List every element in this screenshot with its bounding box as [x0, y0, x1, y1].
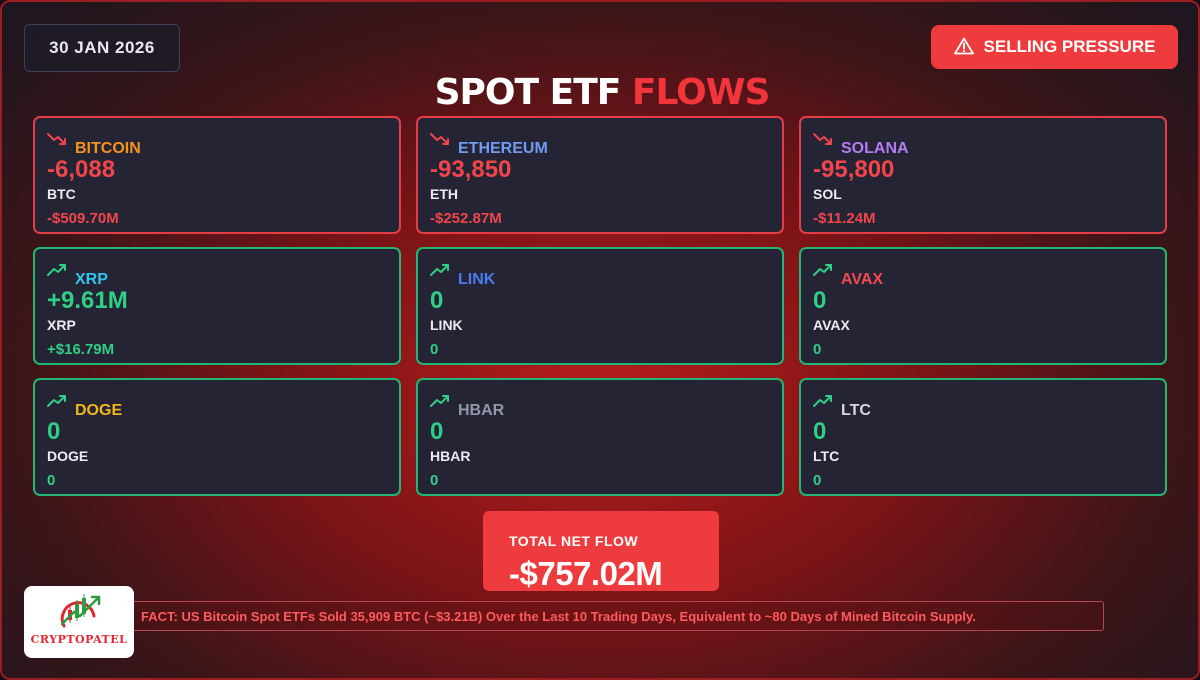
asset-amount: +9.61M: [47, 287, 128, 314]
asset-name: SOLANA: [841, 140, 909, 157]
trend-up-icon: [47, 263, 69, 277]
asset-name: ETHEREUM: [458, 140, 548, 157]
asset-name: HBAR: [458, 402, 505, 419]
asset-usd-flow: -$509.70M: [47, 210, 119, 227]
asset-usd-flow: 0: [813, 341, 822, 358]
warning-triangle-icon: [953, 37, 974, 58]
asset-amount: -6,088: [47, 156, 116, 183]
asset-unit: SOL: [813, 186, 842, 202]
asset-amount: 0: [813, 287, 827, 314]
asset-unit: BTC: [47, 186, 76, 202]
trend-up-icon: [813, 394, 835, 408]
asset-name: LINK: [458, 271, 496, 288]
asset-unit: DOGE: [47, 448, 89, 464]
date-text: 30 JAN 2026: [49, 38, 155, 57]
asset-unit: LTC: [813, 448, 840, 464]
trend-down-icon: [813, 132, 835, 146]
asset-unit: HBAR: [430, 448, 471, 464]
trend-down-icon: [430, 132, 452, 146]
asset-usd-flow: 0: [430, 341, 439, 358]
logo-text: CRYPTOPATEL: [30, 633, 128, 646]
asset-unit: LINK: [430, 317, 463, 333]
title-accent: FLOWS: [631, 72, 770, 113]
asset-card-doge: DOGE 0 DOGE 0: [33, 378, 401, 496]
asset-card-link: LINK 0 LINK 0: [416, 247, 784, 365]
total-net-flow-value: -$757.02M: [509, 555, 663, 592]
asset-amount: -93,850: [430, 156, 512, 183]
cryptopatel-logo: CRYPTOPATEL: [24, 586, 134, 658]
asset-card-eth: ETHEREUM -93,850 ETH -$252.87M: [416, 116, 784, 234]
asset-usd-flow: -$252.87M: [430, 210, 502, 227]
asset-unit: XRP: [47, 317, 76, 333]
asset-name: DOGE: [75, 402, 123, 419]
trend-up-icon: [430, 394, 452, 408]
asset-name: XRP: [75, 271, 108, 288]
asset-card-sol: SOLANA -95,800 SOL -$11.24M: [799, 116, 1167, 234]
trend-up-icon: [47, 394, 69, 408]
asset-name: AVAX: [841, 271, 884, 288]
trend-up-icon: [813, 263, 835, 277]
asset-usd-flow: 0: [47, 472, 56, 489]
asset-usd-flow: 0: [813, 472, 822, 489]
title-main: SPOT ETF: [434, 72, 622, 113]
alert-label: SELLING PRESSURE: [983, 37, 1156, 56]
asset-card-btc: BITCOIN -6,088 BTC -$509.70M: [33, 116, 401, 234]
asset-name: BITCOIN: [75, 140, 141, 157]
trend-up-icon: [430, 263, 452, 277]
asset-usd-flow: 0: [430, 472, 439, 489]
asset-card-xrp: XRP +9.61M XRP +$16.79M: [33, 247, 401, 365]
asset-unit: ETH: [430, 186, 458, 202]
date-badge: 30 JAN 2026: [24, 24, 180, 72]
total-net-flow-card: TOTAL NET FLOW -$757.02M: [483, 511, 719, 592]
trend-down-icon: [47, 132, 69, 146]
asset-card-avax: AVAX 0 AVAX 0: [799, 247, 1167, 365]
asset-amount: 0: [47, 418, 61, 445]
asset-unit: AVAX: [813, 317, 850, 333]
asset-usd-flow: -$11.24M: [813, 210, 876, 227]
asset-card-ltc: LTC 0 LTC 0: [799, 378, 1167, 496]
asset-amount: 0: [430, 287, 444, 314]
asset-name: LTC: [841, 402, 871, 419]
asset-amount: 0: [813, 418, 827, 445]
fact-text: FACT: US Bitcoin Spot ETFs Sold 35,909 B…: [141, 608, 976, 624]
selling-pressure-badge: SELLING PRESSURE: [931, 25, 1178, 69]
candlestick-chart-logo-icon: [60, 594, 101, 628]
asset-card-hbar: HBAR 0 HBAR 0: [416, 378, 784, 496]
total-net-flow-label: TOTAL NET FLOW: [509, 533, 639, 549]
asset-usd-flow: +$16.79M: [47, 341, 115, 358]
asset-amount: -95,800: [813, 156, 895, 183]
page-title: SPOT ETF FLOWS: [2, 72, 1198, 113]
fact-banner: FACT: US Bitcoin Spot ETFs Sold 35,909 B…: [90, 601, 1104, 631]
asset-amount: 0: [430, 418, 444, 445]
